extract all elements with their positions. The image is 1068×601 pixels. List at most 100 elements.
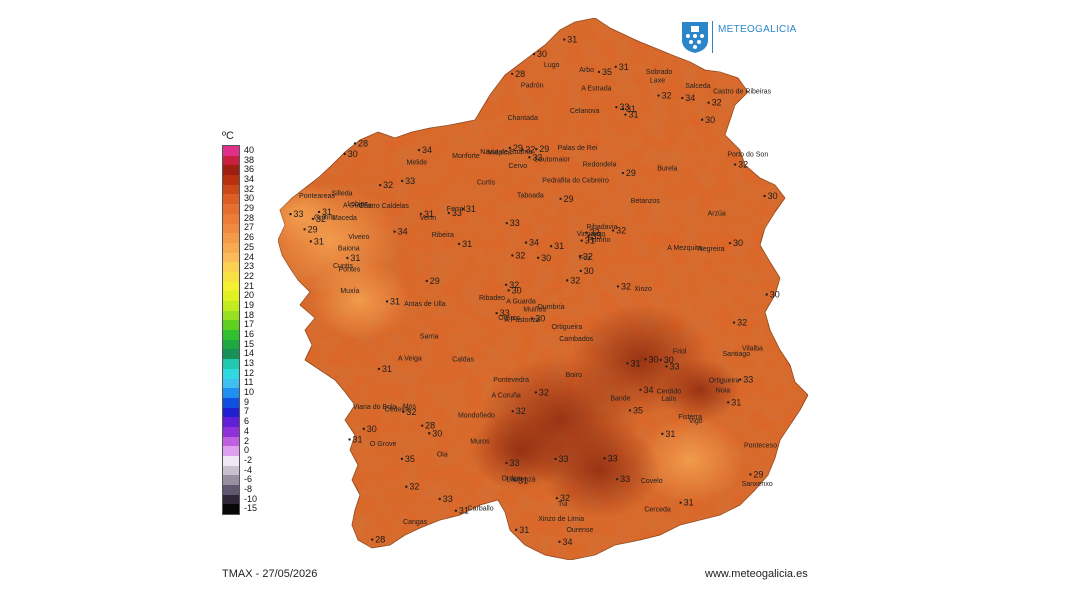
station-temperature[interactable]: 35 <box>602 67 612 77</box>
station-temperature[interactable]: 33 <box>452 208 462 218</box>
station-temperature[interactable]: 33 <box>443 494 453 504</box>
station-temperature[interactable]: 30 <box>512 285 522 295</box>
station-temperature[interactable]: 29 <box>564 194 574 204</box>
station-temperature[interactable]: 31 <box>424 209 434 219</box>
station-temperature[interactable]: 29 <box>539 144 549 154</box>
station-temperature[interactable]: 29 <box>753 469 763 479</box>
station-temperature[interactable]: 33 <box>743 375 753 385</box>
station-temperature[interactable]: 31 <box>554 241 564 251</box>
station-temperature[interactable]: 31 <box>353 434 363 444</box>
station-temperature[interactable]: 32 <box>583 251 593 261</box>
station-temperature[interactable]: 32 <box>406 407 416 417</box>
station-temperature[interactable]: 32 <box>590 228 600 238</box>
station-temperature[interactable]: 33 <box>559 454 569 464</box>
station-temperature[interactable]: 33 <box>669 361 679 371</box>
station-temperature[interactable]: 33 <box>405 176 415 186</box>
website-link[interactable]: www.meteogalicia.es <box>705 568 808 580</box>
legend-swatch <box>223 417 239 427</box>
station-temperature[interactable]: 32 <box>621 281 631 291</box>
station-temperature[interactable]: 31 <box>518 476 528 486</box>
station-temperature[interactable]: 31 <box>665 429 675 439</box>
station-temperature[interactable]: 28 <box>358 138 368 148</box>
station-temperature[interactable]: 33 <box>510 218 520 228</box>
station-temperature[interactable]: 32 <box>737 318 747 328</box>
station-temperature[interactable]: 35 <box>405 454 415 464</box>
station-temperature[interactable]: 30 <box>584 266 594 276</box>
station-temperature[interactable]: 30 <box>705 115 715 125</box>
station-temperature[interactable]: 29 <box>308 224 318 234</box>
station-temperature[interactable]: 32 <box>316 214 326 224</box>
station-temperature[interactable]: 30 <box>770 290 780 300</box>
station-temperature[interactable]: 32 <box>662 91 672 101</box>
station-temperature[interactable]: 33 <box>500 308 510 318</box>
station-temperature[interactable]: 34 <box>563 537 573 547</box>
station-temperature[interactable]: 34 <box>422 145 432 155</box>
station-temperature[interactable]: 34 <box>529 238 539 248</box>
station-temperature[interactable]: 33 <box>294 209 304 219</box>
station-temperature[interactable]: 30 <box>541 253 551 263</box>
station-temperature[interactable]: 34 <box>644 385 654 395</box>
station-temperature[interactable]: 30 <box>664 355 674 365</box>
station-temperature[interactable]: 28 <box>375 535 385 545</box>
station-temperature[interactable]: 31 <box>462 239 472 249</box>
station-temperature[interactable]: 29 <box>626 168 636 178</box>
station-temperature[interactable]: 30 <box>648 354 658 364</box>
station-temperature[interactable]: 32 <box>409 482 419 492</box>
station-temperature[interactable]: 31 <box>459 506 469 516</box>
station-temperature[interactable]: 31 <box>619 62 629 72</box>
station-temperature[interactable]: 30 <box>432 428 442 438</box>
station-temperature[interactable]: 34 <box>398 227 408 237</box>
station-temperature[interactable]: 32 <box>560 493 570 503</box>
station-temperature[interactable]: 33 <box>591 231 601 241</box>
station-temperature[interactable]: 29 <box>513 143 523 153</box>
station-temperature[interactable]: 30 <box>733 238 743 248</box>
station-temperature[interactable]: 32 <box>539 387 549 397</box>
station-temperature[interactable]: 31 <box>731 397 741 407</box>
station-marker <box>615 477 619 481</box>
station-temperature[interactable]: 32 <box>509 280 519 290</box>
station-temperature[interactable]: 28 <box>425 421 435 431</box>
station-temperature[interactable]: 30 <box>768 191 778 201</box>
station-temperature[interactable]: 31 <box>626 104 636 114</box>
station-temperature[interactable]: 31 <box>314 236 324 246</box>
station-temperature[interactable]: 32 <box>570 275 580 285</box>
station-temperature[interactable]: 33 <box>532 152 542 162</box>
station-temperature[interactable]: 29 <box>430 276 440 286</box>
station-temperature[interactable]: 30 <box>367 424 377 434</box>
station-temperature[interactable]: 33 <box>620 474 630 484</box>
station-temperature[interactable]: 31 <box>684 498 694 508</box>
station-temperature[interactable]: 32 <box>383 180 393 190</box>
station-temperature[interactable]: 31 <box>466 204 476 214</box>
station-temperature[interactable]: 33 <box>608 453 618 463</box>
station-temperature[interactable]: 34 <box>685 93 695 103</box>
station-temperature[interactable]: 31 <box>390 296 400 306</box>
station-temperature[interactable]: 31 <box>519 525 529 535</box>
logo-text[interactable]: METEOGALICIA <box>718 24 797 35</box>
station-marker <box>659 358 662 362</box>
station-temperature[interactable]: 31 <box>322 207 332 217</box>
place-name: Burela <box>657 165 677 172</box>
station-temperature[interactable]: 31 <box>382 364 392 374</box>
station-temperature[interactable]: 32 <box>516 406 526 416</box>
station-temperature[interactable]: 31 <box>628 110 638 120</box>
station-temperature[interactable]: 35 <box>633 405 643 415</box>
galicia-shield-icon[interactable] <box>680 20 710 54</box>
station-temperature[interactable]: 31 <box>567 35 577 45</box>
place-name: Cuntis <box>333 263 353 270</box>
station-temperature[interactable]: 31 <box>585 236 595 246</box>
station-temperature[interactable]: 28 <box>515 69 525 79</box>
station-temperature[interactable]: 32 <box>712 98 722 108</box>
station-temperature[interactable]: 30 <box>537 49 547 59</box>
station-marker <box>749 473 752 476</box>
station-temperature[interactable]: 32 <box>616 226 626 236</box>
station-temperature[interactable]: 31 <box>630 358 640 368</box>
station-temperature[interactable]: 32 <box>738 160 748 170</box>
station-temperature[interactable]: 30 <box>535 314 545 324</box>
legend-swatch <box>223 204 239 214</box>
station-temperature[interactable]: 33 <box>509 458 519 468</box>
station-temperature[interactable]: 30 <box>348 149 358 159</box>
station-temperature[interactable]: 32 <box>525 145 535 155</box>
station-temperature[interactable]: 32 <box>515 250 525 260</box>
station-temperature[interactable]: 31 <box>350 253 360 263</box>
station-temperature[interactable]: 33 <box>619 102 629 112</box>
